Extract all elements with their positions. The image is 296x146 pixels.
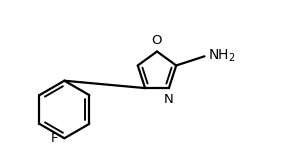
Text: F: F [51,132,58,145]
Text: O: O [152,34,162,47]
Text: N: N [164,93,174,106]
Text: NH$_2$: NH$_2$ [208,47,236,64]
